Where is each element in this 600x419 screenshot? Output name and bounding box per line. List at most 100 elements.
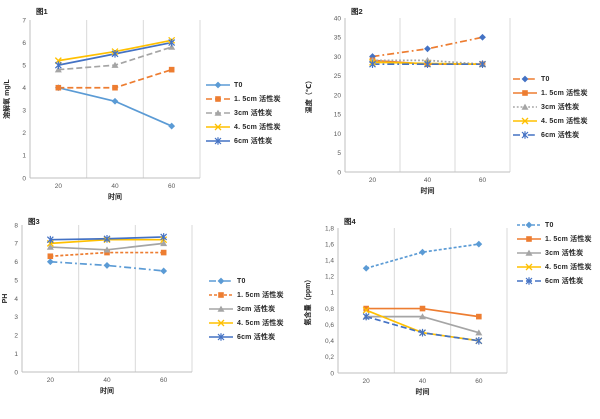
triangle-marker-icon (525, 249, 533, 256)
legend-key-icon (206, 81, 230, 89)
triangle-marker-icon (217, 305, 225, 312)
x-marker-icon (362, 306, 370, 314)
star-marker-icon (424, 60, 431, 68)
legend-key-icon (209, 333, 233, 341)
legend-key-icon (209, 305, 233, 312)
square-marker-icon (476, 313, 482, 320)
chart-title: 图4 (344, 217, 356, 226)
x-marker-icon (521, 117, 529, 125)
triangle-marker-icon (111, 61, 119, 68)
x-tick-label: 40 (424, 177, 432, 184)
legend-label: 1. 5cm 活性炭 (234, 96, 281, 103)
legend-key-icon (517, 263, 541, 271)
legend-key-icon (513, 131, 537, 139)
chart-legend: T0 1. 5cm 活性炭 3cm 活性炭 4. 5cm 活性炭 6cm 活性炭 (512, 74, 588, 140)
legend-label: T0 (237, 277, 246, 285)
triangle-marker-icon (103, 246, 111, 253)
triangle-marker-icon (475, 329, 483, 336)
legend-key-icon (513, 75, 537, 83)
triangle-marker-icon (369, 56, 376, 64)
legend-label: 3cm 活性炭 (541, 104, 580, 111)
star-marker-icon (160, 233, 168, 241)
x-tick-label: 20 (47, 377, 55, 384)
legend-item: 6cm 活性炭 (512, 130, 588, 140)
square-marker-icon (55, 84, 62, 91)
triangle-marker-icon (521, 103, 529, 110)
legend-label: 4. 5cm 活性炭 (237, 320, 284, 327)
legend-label: 1. 5cm 活性炭 (237, 292, 284, 299)
diamond-marker-icon (525, 221, 533, 229)
star-marker-icon (111, 50, 119, 58)
x-tick-label: 60 (479, 177, 487, 184)
legend-key-icon (517, 277, 541, 285)
legend-item: 6cm 活性炭 (516, 276, 592, 286)
legend-label: T0 (234, 81, 243, 89)
y-tick-label: 0,8 (325, 306, 334, 313)
y-axis-label: 温度（℃） (304, 77, 313, 113)
star-marker-icon (362, 312, 370, 321)
star-marker-icon (521, 131, 529, 139)
legend-item: 4. 5cm 活性炭 (516, 262, 592, 272)
star-marker-icon (168, 38, 176, 47)
legend-item: 6cm 活性炭 (208, 332, 284, 342)
y-tick-label: 0,2 (325, 354, 334, 361)
series-line (50, 260, 164, 272)
chart-plot-area: 0 5 10 15 20 25 30 35 40 20 40 60 图2 时间 温度（℃） (304, 7, 511, 195)
legend-item: 1. 5cm 活性炭 (205, 94, 281, 104)
triangle-marker-icon (214, 109, 222, 116)
triangle-marker-icon (160, 239, 168, 247)
legend-key-icon (206, 137, 230, 145)
x-tick-label: 60 (160, 377, 168, 384)
x-tick-label: 60 (168, 183, 176, 190)
x-tick-label: 40 (111, 183, 119, 190)
star-marker-icon (479, 60, 486, 68)
x-tick-label: 20 (55, 183, 63, 190)
y-tick-label: 40 (334, 15, 342, 22)
x-tick-label: 40 (103, 377, 111, 384)
square-marker-icon (160, 249, 167, 256)
y-tick-label: 2 (22, 130, 26, 137)
chart-title: 图3 (28, 217, 40, 226)
legend-item: 3cm 活性炭 (205, 108, 281, 118)
x-marker-icon (214, 123, 222, 131)
legend-key-icon (209, 319, 233, 327)
legend-item: 1. 5cm 活性炭 (516, 234, 592, 244)
y-tick-label: 0 (14, 369, 18, 376)
chart-plot-area: 0 0,2 0,4 0,6 0,8 1 1,2 1,4 1,6 1,8 20 40 60 图4 时间 氨含量（… (303, 217, 508, 396)
y-tick-label: 0,4 (325, 338, 334, 345)
x-tick-label: 40 (419, 378, 427, 385)
y-tick-label: 1,6 (325, 241, 334, 248)
y-tick-label: 4 (14, 296, 18, 303)
square-marker-icon (218, 292, 224, 298)
diamond-marker-icon (168, 122, 176, 130)
diamond-marker-icon (46, 258, 54, 266)
y-tick-label: 8 (14, 222, 18, 229)
square-marker-icon (112, 84, 118, 91)
chart-plot-area: 0 1 2 3 4 5 6 7 20 40 60 图1 时间 溶解氧 mg/L (2, 7, 201, 201)
x-marker-icon (217, 319, 225, 327)
y-tick-label: 15 (334, 112, 342, 119)
y-tick-label: 0,6 (325, 322, 334, 329)
chart-title: 图1 (36, 7, 48, 16)
diamond-marker-icon (475, 240, 483, 248)
star-marker-icon (217, 333, 225, 341)
legend-key-icon (513, 103, 537, 110)
y-tick-label: 6 (22, 40, 26, 47)
diamond-marker-icon (160, 267, 168, 275)
diamond-marker-icon (521, 75, 529, 83)
y-tick-label: 1 (22, 153, 26, 160)
triangle-marker-icon (168, 43, 176, 50)
x-axis-label: 时间 (108, 192, 122, 201)
diamond-marker-icon (214, 81, 222, 89)
square-marker-icon (419, 305, 426, 312)
star-marker-icon (54, 61, 62, 69)
y-tick-label: 5 (337, 150, 341, 157)
legend-key-icon (206, 109, 230, 116)
square-marker-icon (168, 66, 175, 73)
legend-item: 4. 5cm 活性炭 (512, 116, 588, 126)
y-tick-label: 4 (22, 85, 26, 92)
legend-item: 3cm 活性炭 (208, 304, 284, 314)
y-tick-label: 0 (337, 169, 341, 176)
chart-legend: T0 1. 5cm 活性炭 3cm 活性炭 4. 5cm 活性炭 6cm 活性炭 (208, 276, 284, 342)
legend-item: T0 (516, 220, 592, 230)
